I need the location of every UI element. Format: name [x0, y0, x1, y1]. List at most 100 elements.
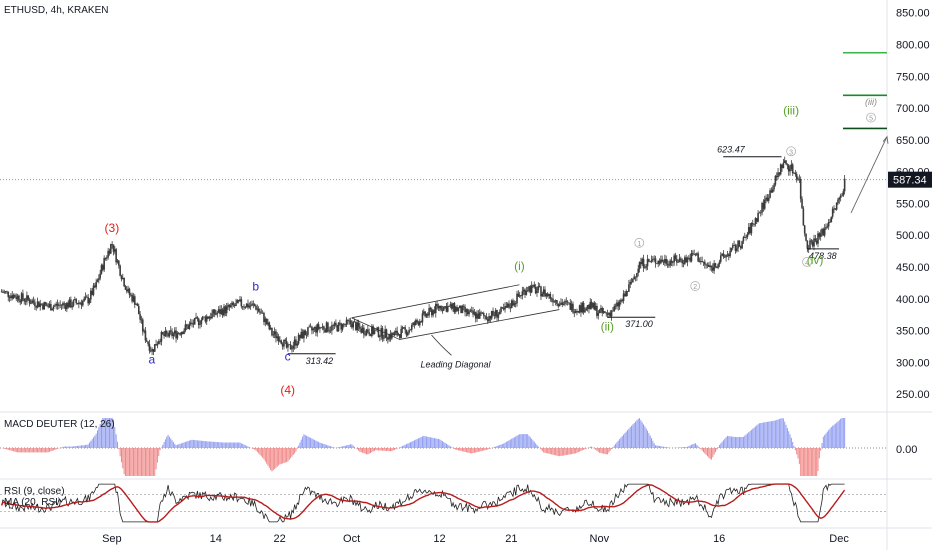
- candle-body: [524, 289, 526, 295]
- candle-body: [810, 240, 813, 242]
- candle-body: [185, 324, 188, 326]
- candle-body: [634, 276, 637, 278]
- candle-body: [106, 257, 108, 259]
- candle-body: [838, 198, 841, 200]
- candle-body: [208, 316, 211, 319]
- candle-body: [336, 325, 339, 332]
- candle-body: [826, 226, 829, 228]
- ma-indicator-label[interactable]: MA (20, RSI): [4, 497, 62, 508]
- candle-body: [71, 305, 73, 308]
- candle-body: [504, 306, 506, 310]
- candle-body: [189, 322, 192, 325]
- candle-body: [433, 310, 436, 314]
- candle-body: [6, 291, 8, 293]
- candle-body: [333, 322, 336, 326]
- candle-body: [197, 318, 200, 325]
- time-tick-label: Oct: [343, 533, 360, 545]
- candle-body: [697, 253, 699, 262]
- candle-body: [672, 262, 674, 264]
- candle-body: [460, 305, 462, 314]
- candle-body: [688, 257, 690, 259]
- diagonal-left-edge: [351, 317, 400, 340]
- candle-body: [59, 304, 61, 306]
- wave-label: (ii): [601, 320, 614, 334]
- candle-body: [719, 255, 722, 262]
- candle-body: [365, 329, 368, 336]
- candle-body: [416, 320, 418, 323]
- wave-label: (i): [514, 259, 525, 273]
- candle-body: [593, 302, 596, 310]
- candle-body: [604, 311, 606, 313]
- macd-indicator-label[interactable]: MACD DEUTER (12, 26): [4, 419, 115, 430]
- circled-wave-marker: [786, 146, 797, 157]
- price-tick-label: 350.00: [896, 326, 930, 338]
- macd-pane[interactable]: [0, 418, 887, 476]
- candle-body: [737, 240, 739, 249]
- candle-body: [830, 216, 833, 223]
- candle-body: [758, 212, 761, 214]
- candle-body: [54, 305, 56, 307]
- candle-body: [450, 304, 453, 309]
- candle-body: [395, 330, 397, 333]
- candle-body: [184, 324, 187, 331]
- candle-body: [633, 276, 636, 279]
- candle-body: [295, 339, 297, 346]
- macd-zero-label: 0.00: [896, 444, 917, 456]
- candle-body: [608, 312, 610, 315]
- candle-body: [574, 310, 577, 313]
- candle-body: [779, 164, 782, 175]
- candle-body: [204, 316, 207, 322]
- candle-body: [622, 293, 625, 301]
- candle-body: [794, 172, 797, 175]
- candle-body: [534, 286, 537, 294]
- candle-body: [257, 308, 260, 312]
- candle-body: [528, 286, 530, 291]
- candle-body: [815, 240, 818, 244]
- candle-body: [86, 296, 88, 298]
- candle-body: [381, 328, 384, 339]
- candle-body: [735, 248, 738, 251]
- candle-body: [777, 172, 779, 178]
- rsi-indicator-label[interactable]: RSI (9, close): [4, 486, 65, 497]
- candle-body: [572, 303, 574, 313]
- candle-body: [121, 278, 124, 280]
- candle-body: [307, 327, 309, 335]
- candle-body: [91, 290, 93, 295]
- diagonal-pointer: [431, 334, 452, 356]
- candle-body: [355, 322, 357, 331]
- candle-body: [18, 295, 20, 301]
- candle-body: [817, 233, 819, 244]
- candle-body: [825, 227, 827, 229]
- candle-body: [570, 303, 573, 310]
- candle-body: [70, 299, 72, 308]
- rsi-pane[interactable]: [0, 483, 887, 523]
- candle-body: [485, 316, 488, 320]
- candle-body: [476, 313, 478, 319]
- candle-body: [778, 172, 781, 175]
- price-pane[interactable]: [0, 51, 887, 356]
- candle-body: [822, 229, 825, 236]
- candle-body: [444, 306, 446, 307]
- candle-body: [718, 261, 721, 265]
- candle-body: [841, 195, 843, 197]
- candle-body: [408, 329, 410, 333]
- price-axis[interactable]: 850.00800.00750.00700.00650.00600.00550.…: [888, 8, 932, 401]
- candle-body: [698, 261, 701, 263]
- candle-body: [656, 263, 658, 265]
- candle-body: [325, 322, 328, 333]
- wave-label: a: [148, 353, 155, 367]
- price-tick-label: 750.00: [896, 71, 930, 83]
- candle-body: [759, 212, 762, 214]
- candle-body: [739, 246, 742, 249]
- time-axis[interactable]: Sep 14 22 Oct 12 21 Nov 16 Dec: [102, 533, 849, 545]
- candle-body: [56, 303, 59, 306]
- last-price-value: 587.34: [893, 175, 927, 187]
- candle-body: [160, 332, 163, 342]
- candle-body: [422, 311, 425, 314]
- symbol-title[interactable]: ETHUSD, 4h, KRAKEN: [4, 5, 109, 16]
- candle-body: [224, 306, 227, 314]
- price-tick-label: 250.00: [896, 389, 930, 401]
- candle-body: [721, 253, 723, 256]
- candle-body: [287, 344, 289, 348]
